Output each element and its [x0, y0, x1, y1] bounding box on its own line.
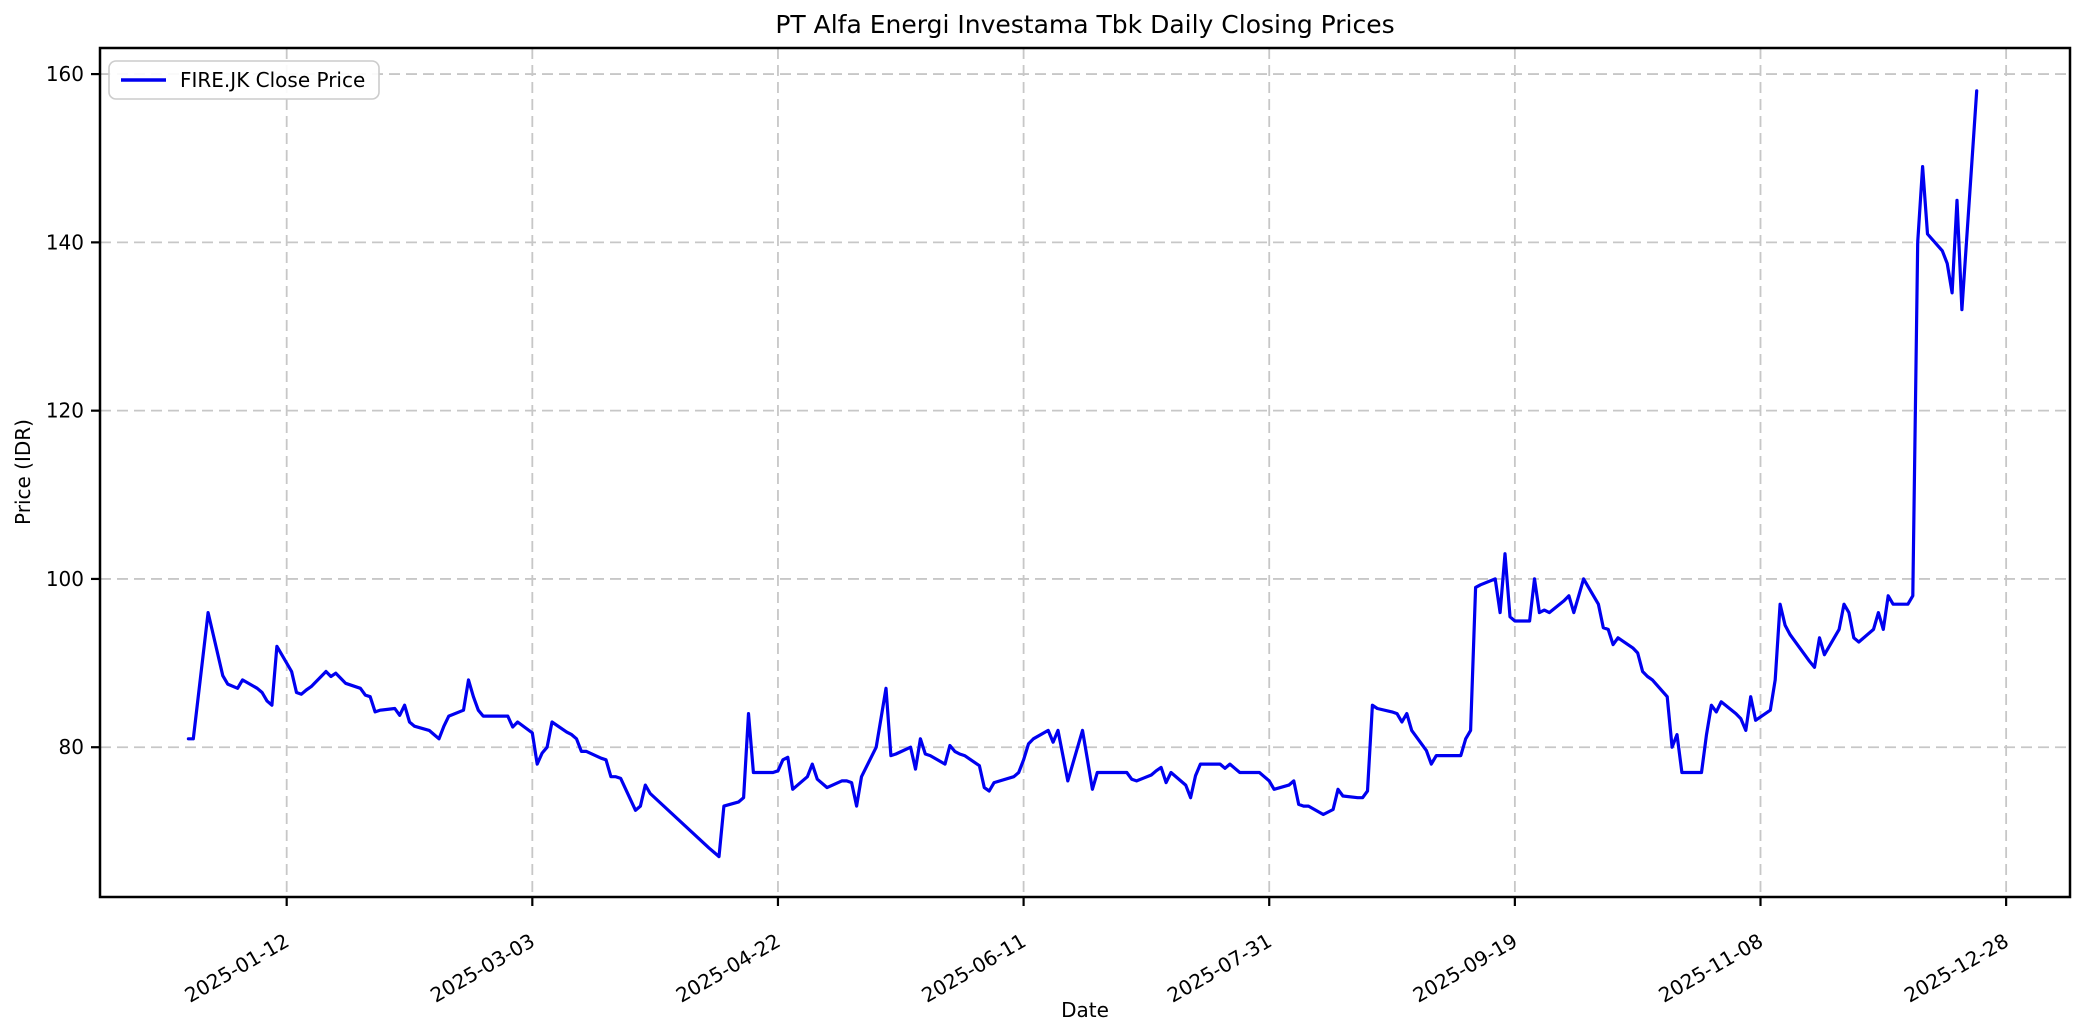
- grid-lines: [100, 48, 2070, 897]
- y-tick-label: 100: [46, 567, 84, 591]
- y-axis-label: Price (IDR): [11, 419, 35, 525]
- y-tick-label: 120: [46, 399, 84, 423]
- x-tick-label: 2025-07-31: [1163, 929, 1276, 1008]
- x-axis-label: Date: [1061, 998, 1109, 1022]
- legend: FIRE.JK Close Price: [108, 60, 380, 100]
- x-tick-label: 2025-04-22: [672, 929, 785, 1008]
- x-tick-label: 2025-06-11: [917, 929, 1030, 1008]
- y-tick-label: 140: [46, 230, 84, 254]
- x-tick-label: 2025-11-08: [1654, 929, 1767, 1008]
- plot-area-border: [98, 46, 2072, 899]
- chart-title: PT Alfa Energi Investama Tbk Daily Closi…: [775, 10, 1394, 39]
- x-tick-label: 2025-09-19: [1409, 929, 1522, 1008]
- y-tick-label: 160: [46, 62, 84, 86]
- axis-ticks: 80 100 120 140 160 2025-01-12 2025-03-03 2025-0…: [46, 62, 2013, 1007]
- price-line-series: [186, 89, 1979, 859]
- legend-label: FIRE.JK Close Price: [180, 68, 365, 92]
- x-tick-label: 2025-01-12: [181, 929, 294, 1008]
- x-tick-label: 2025-03-03: [426, 929, 539, 1008]
- legend-box: [108, 60, 380, 100]
- y-tick-label: 80: [59, 735, 84, 759]
- x-tick-label: 2025-12-28: [1900, 929, 2013, 1008]
